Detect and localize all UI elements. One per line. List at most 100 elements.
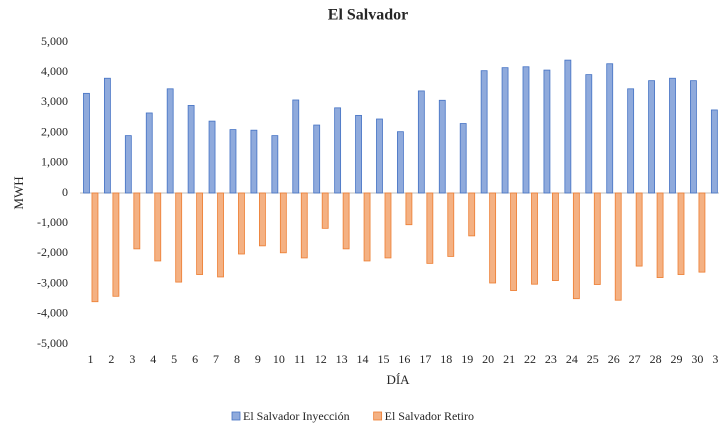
bar — [656, 192, 664, 278]
bar — [313, 124, 321, 194]
y-tick-label: -4,000 — [37, 306, 68, 320]
x-tick-label: 17 — [419, 352, 431, 366]
x-tick-label: 9 — [255, 352, 261, 366]
legend-swatch — [373, 411, 383, 421]
bar — [355, 114, 362, 194]
x-tick-label: 2 — [108, 352, 114, 366]
x-tick-label: 18 — [440, 352, 452, 366]
bar — [196, 192, 204, 275]
x-tick-label: 15 — [377, 352, 389, 366]
y-tick-label: -2,000 — [37, 245, 68, 259]
bar — [489, 192, 497, 284]
y-tick-label: 3,000 — [41, 94, 68, 108]
x-tick-label: 24 — [566, 352, 578, 366]
y-tick-label: 2,000 — [41, 124, 68, 138]
bar — [552, 192, 559, 281]
bar — [669, 77, 676, 194]
x-axis-title: DÍA — [386, 372, 410, 387]
bar — [342, 192, 350, 250]
x-tick-label: 28 — [650, 352, 662, 366]
bar — [250, 129, 258, 194]
y-tick-label: -1,000 — [37, 215, 68, 229]
x-tick-label: 13 — [336, 352, 348, 366]
bar — [677, 192, 685, 275]
x-tick-label: 26 — [608, 352, 620, 366]
bar — [405, 192, 413, 226]
bar — [154, 192, 162, 262]
bar — [334, 107, 342, 194]
bar — [175, 192, 183, 283]
bar — [145, 112, 153, 194]
x-tick-label: 31 — [712, 352, 719, 366]
bar — [614, 192, 622, 301]
bar — [426, 192, 434, 264]
bar — [103, 77, 111, 194]
chart-title: El Salvador — [328, 7, 408, 24]
bar — [208, 120, 216, 194]
y-tick-label: 4,000 — [41, 64, 68, 78]
bar — [480, 70, 488, 194]
bar — [187, 105, 195, 194]
x-tick-label: 4 — [150, 352, 156, 366]
x-tick-label: 21 — [503, 352, 515, 366]
x-tick-label: 23 — [545, 352, 557, 366]
x-tick-label: 1 — [87, 352, 93, 366]
bar — [91, 192, 99, 303]
bar — [363, 192, 371, 262]
bar — [606, 63, 614, 194]
legend-label: El Salvador Retiro — [385, 409, 474, 423]
bar — [531, 192, 538, 285]
x-tick-label: 7 — [213, 352, 219, 366]
x-tick-label: 22 — [524, 352, 536, 366]
x-tick-label: 27 — [629, 352, 641, 366]
x-tick-label: 20 — [482, 352, 494, 366]
x-tick-label: 5 — [171, 352, 177, 366]
x-tick-label: 30 — [691, 352, 703, 366]
bar — [271, 135, 279, 194]
legend-swatch — [231, 411, 241, 421]
bar — [635, 192, 643, 267]
bar — [564, 59, 572, 194]
bar — [510, 192, 517, 291]
x-tick-label: 25 — [587, 352, 599, 366]
bar — [384, 192, 392, 259]
legend-label: El Salvador Inyección — [243, 409, 350, 423]
bar — [572, 192, 580, 300]
bar — [133, 192, 141, 250]
bar — [543, 69, 551, 194]
bar — [417, 90, 425, 194]
bar — [585, 74, 593, 194]
x-tick-label: 3 — [129, 352, 135, 366]
bar — [376, 118, 383, 194]
x-tick-label: 29 — [671, 352, 683, 366]
bar — [447, 192, 455, 257]
y-axis-title: MWH — [11, 176, 26, 209]
bar — [710, 109, 718, 194]
bar — [698, 192, 706, 273]
bar — [292, 99, 300, 194]
bar — [397, 131, 404, 194]
bar — [229, 129, 237, 194]
x-tick-label: 10 — [273, 352, 285, 366]
bar — [124, 135, 132, 194]
bar — [501, 67, 509, 194]
bar — [238, 192, 245, 255]
bar — [321, 192, 329, 229]
bar — [279, 192, 287, 254]
bar — [112, 192, 120, 297]
bar — [259, 192, 266, 247]
bar — [593, 192, 601, 285]
y-tick-label: 5,000 — [41, 34, 68, 48]
y-tick-label: 0 — [62, 185, 68, 199]
x-tick-label: 11 — [294, 352, 306, 366]
x-tick-label: 8 — [234, 352, 240, 366]
y-tick-label: -5,000 — [37, 336, 68, 350]
bar — [627, 88, 635, 194]
x-tick-label: 19 — [461, 352, 473, 366]
x-tick-label: 14 — [357, 352, 369, 366]
bar — [217, 192, 224, 278]
bar — [166, 88, 174, 194]
bar — [438, 99, 446, 194]
bar — [83, 92, 90, 194]
